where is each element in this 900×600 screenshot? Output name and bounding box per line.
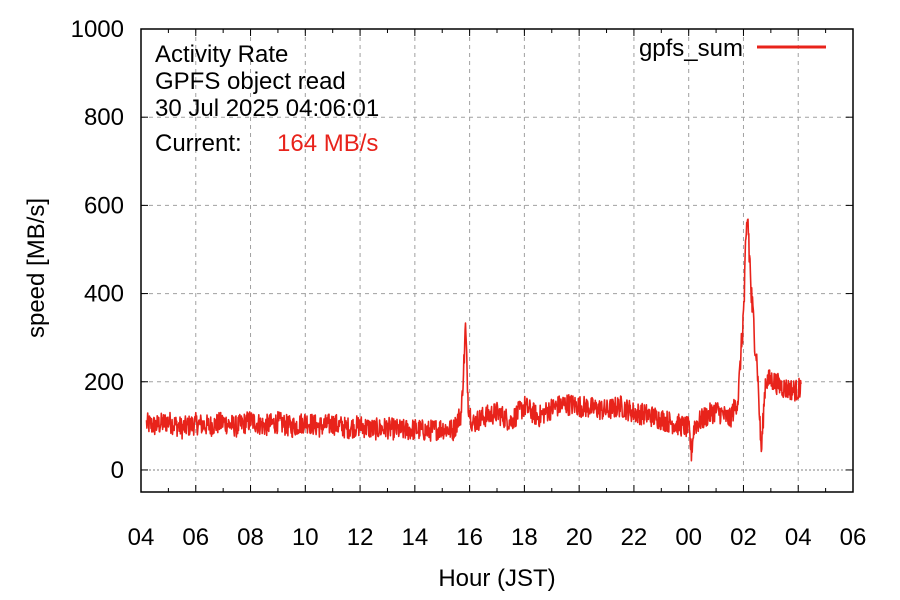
- series-line-gpfs_sum: [145, 218, 802, 462]
- current-value: 164 MB/s: [277, 130, 378, 157]
- legend-label: gpfs_sum: [639, 35, 743, 62]
- title-line-3: 30 Jul 2025 04:06:01: [155, 95, 379, 122]
- x-tick-label: 12: [347, 524, 374, 551]
- x-tick-label: 14: [401, 524, 428, 551]
- x-tick-label: 08: [237, 524, 264, 551]
- x-tick-label: 06: [182, 524, 209, 551]
- y-tick-label: 400: [84, 281, 124, 308]
- current-label: Current:: [155, 130, 242, 157]
- y-tick-label: 800: [84, 104, 124, 131]
- x-tick-label: 10: [292, 524, 319, 551]
- y-axis-label: speed [MB/s]: [23, 198, 50, 338]
- x-tick-label: 04: [128, 524, 155, 551]
- x-tick-label: 00: [675, 524, 702, 551]
- y-tick-label: 1000: [71, 16, 124, 43]
- x-tick-label: 06: [840, 524, 867, 551]
- series-layer: [145, 218, 802, 462]
- x-tick-label: 20: [566, 524, 593, 551]
- y-tick-label: 200: [84, 369, 124, 396]
- x-tick-label: 16: [456, 524, 483, 551]
- plot-frame: [140, 28, 854, 493]
- title-line-2: GPFS object read: [155, 68, 346, 95]
- x-tick-label: 22: [621, 524, 648, 551]
- x-tick-label: 02: [730, 524, 757, 551]
- x-tick-label: 04: [785, 524, 812, 551]
- y-tick-label: 600: [84, 192, 124, 219]
- tick-labels: 04 06 08 10 12 14 16 18 20 22 00 02 04 06 0 200 400 600 80…: [71, 16, 867, 551]
- y-tick-label: 0: [111, 457, 124, 484]
- x-axis-label: Hour (JST): [438, 565, 555, 592]
- x-tick-label: 18: [511, 524, 538, 551]
- title-line-1: Activity Rate: [155, 41, 288, 68]
